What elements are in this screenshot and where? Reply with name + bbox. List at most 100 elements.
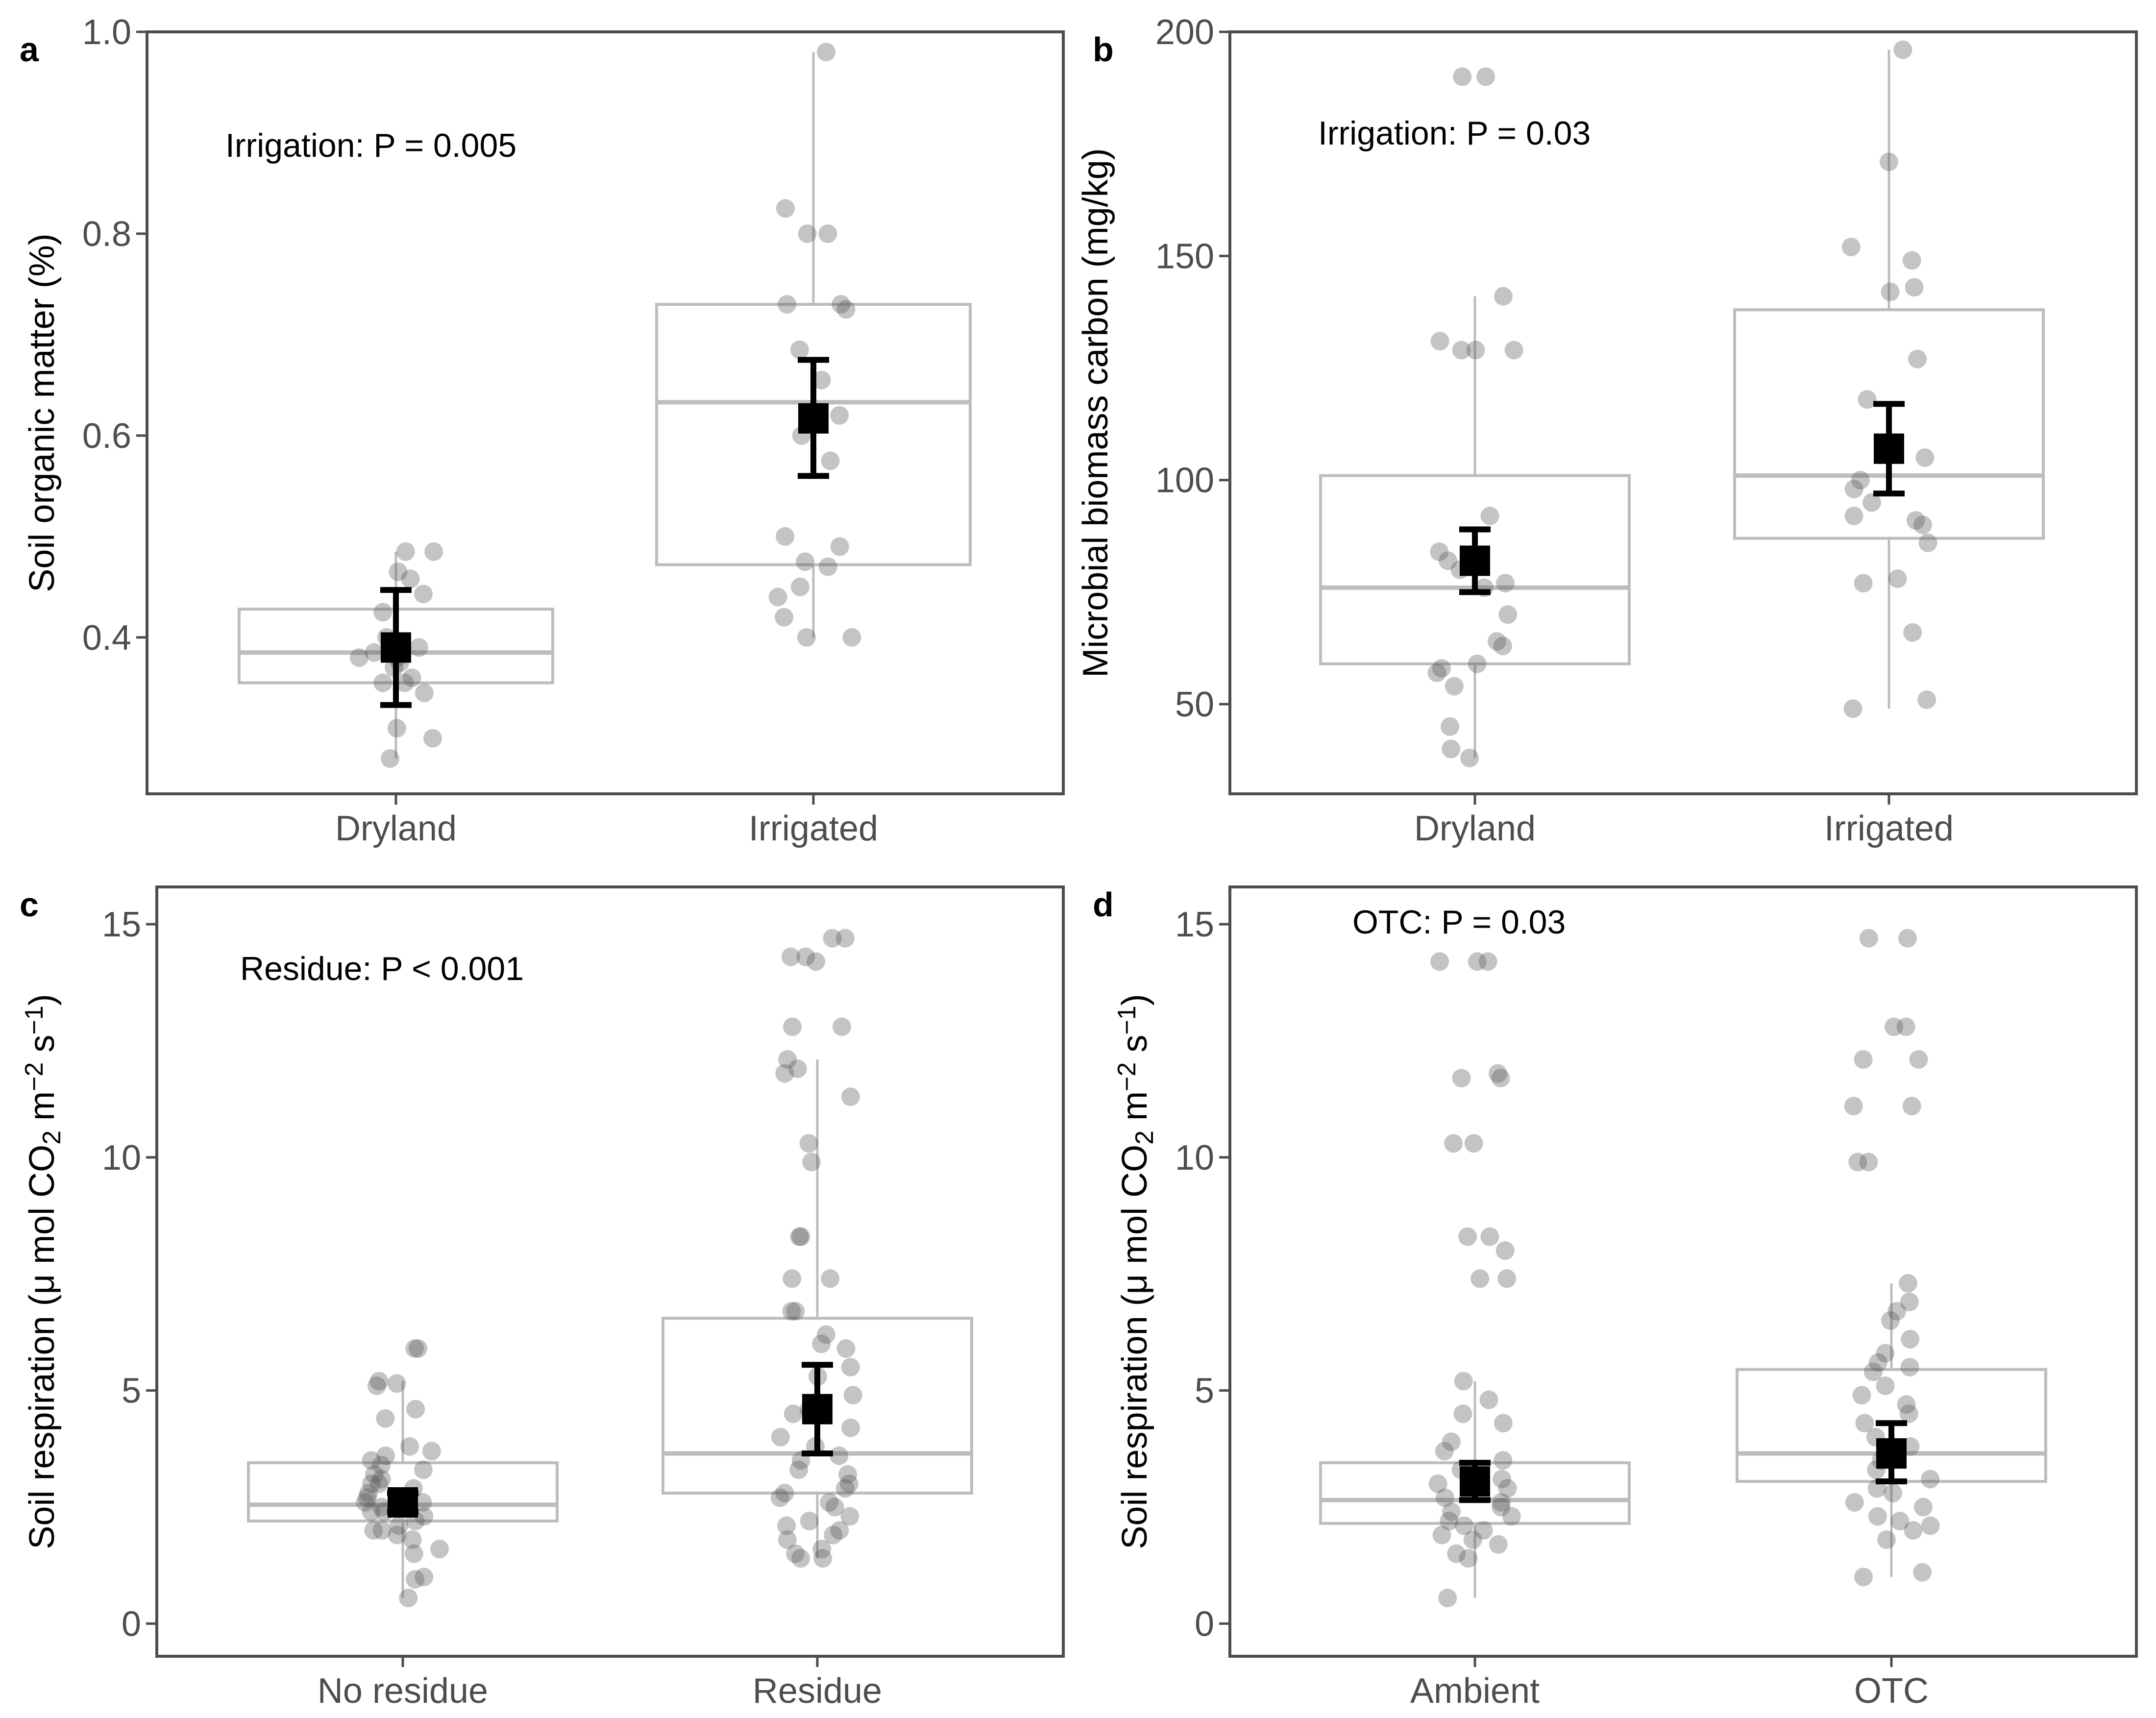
data-point [376, 1446, 395, 1465]
data-point [842, 628, 861, 647]
significance-annotation: Irrigation: P = 0.03 [1318, 115, 1591, 152]
y-tick-label: 10 [1175, 1138, 1214, 1178]
data-point [797, 628, 816, 647]
panel-d: d 0 5 10 15 Soil respiration (μ mol CO2 m−2 … [1093, 885, 2138, 1711]
data-point [777, 1516, 796, 1535]
data-point [362, 1502, 381, 1522]
data-point [1887, 1301, 1907, 1321]
data-point [841, 1087, 860, 1106]
data-point [770, 1488, 789, 1507]
data-point [790, 577, 809, 596]
data-point [1442, 1502, 1461, 1522]
data-point [1497, 1269, 1517, 1288]
data-point [1898, 1274, 1917, 1293]
data-point [1902, 251, 1921, 270]
data-point [1859, 1153, 1878, 1172]
y-tick-label: 0 [122, 1604, 141, 1644]
data-point [1890, 1512, 1910, 1531]
data-point [1884, 1483, 1903, 1502]
data-point [1432, 1525, 1451, 1545]
data-point [372, 1455, 391, 1474]
data-point [1854, 1568, 1873, 1587]
data-point [1859, 929, 1878, 948]
data-point [1494, 1451, 1513, 1470]
data-point [841, 1358, 860, 1377]
data-point [824, 1525, 843, 1545]
plot-frame [146, 30, 1065, 795]
data-point [414, 1460, 433, 1479]
data-point [818, 557, 837, 576]
data-point [786, 1544, 805, 1563]
data-point [783, 1269, 802, 1288]
data-point [381, 749, 400, 768]
data-point [820, 1493, 839, 1512]
x-tick-label: Irrigated [749, 809, 878, 848]
data-point [1913, 1563, 1932, 1582]
data-point [1845, 1493, 1864, 1512]
data-point [390, 1516, 409, 1535]
data-point [1453, 1404, 1472, 1423]
data-point [843, 1386, 862, 1405]
box-iqr [655, 303, 972, 566]
data-point [373, 673, 392, 692]
data-point [775, 608, 794, 627]
data-point [1852, 1386, 1871, 1405]
data-point [818, 224, 837, 243]
data-point [1430, 542, 1449, 562]
data-point [1915, 448, 1935, 467]
data-point [372, 1470, 391, 1489]
data-point [807, 952, 826, 971]
data-point [365, 643, 384, 662]
data-point [389, 562, 408, 581]
data-point [1897, 1395, 1916, 1414]
data-point [1885, 1017, 1904, 1036]
data-point [830, 1446, 849, 1465]
data-point [1463, 1530, 1482, 1549]
data-point [830, 1521, 849, 1540]
data-point [369, 1474, 389, 1493]
data-point [784, 1404, 803, 1423]
data-point [395, 673, 414, 692]
data-point [825, 1497, 844, 1517]
data-point [1902, 1097, 1921, 1116]
data-point [1438, 1589, 1457, 1608]
data-point [838, 1465, 858, 1484]
x-tick-label: No residue [318, 1671, 488, 1711]
data-point [1488, 632, 1507, 651]
data-point [1491, 1069, 1510, 1088]
data-point [1480, 506, 1499, 525]
data-point [835, 1479, 855, 1498]
data-point [1452, 341, 1471, 360]
panel-a: a 0.4 0.6 0.8 1.0 Soil organic matter (%) Irr… [20, 13, 1065, 848]
y-axis-title: Soil respiration (μ mol CO2 m−2 s−1) [20, 994, 66, 1549]
data-point [1495, 1241, 1515, 1260]
data-point [368, 1376, 387, 1396]
mean-marker [802, 1394, 833, 1424]
data-point [800, 1512, 819, 1531]
data-point [823, 929, 842, 948]
data-point [1447, 1544, 1466, 1563]
y-tick-label: 50 [1175, 685, 1214, 724]
data-point [1913, 515, 1932, 535]
y-tick-label: 1.0 [82, 13, 131, 52]
data-point [362, 1451, 381, 1470]
data-point [396, 542, 415, 561]
data-point [821, 451, 840, 470]
data-point [1440, 1512, 1459, 1531]
mean-marker [1874, 433, 1904, 464]
data-point [356, 1493, 375, 1512]
data-point [835, 929, 855, 948]
data-point [1863, 1362, 1883, 1381]
data-point [791, 1227, 810, 1246]
data-point [376, 1409, 395, 1428]
data-point [781, 947, 800, 966]
data-point [423, 729, 442, 748]
data-point [1502, 1507, 1521, 1526]
data-point [1848, 1153, 1867, 1172]
data-point [387, 1374, 406, 1393]
y-tick-label: 0.6 [82, 417, 131, 456]
data-point [771, 1427, 790, 1447]
data-point [821, 1269, 840, 1288]
data-point [400, 1437, 419, 1456]
data-point [830, 537, 849, 556]
